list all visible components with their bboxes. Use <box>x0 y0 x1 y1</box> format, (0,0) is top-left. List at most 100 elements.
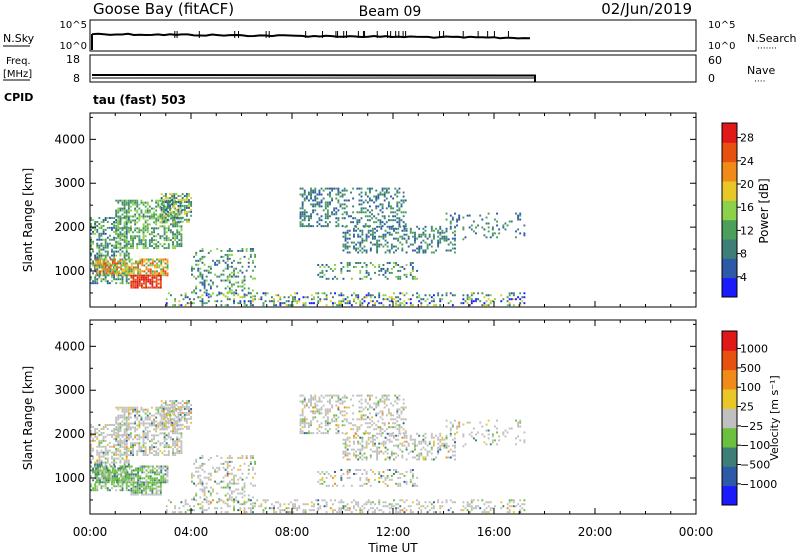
velocity-cell <box>104 461 107 464</box>
power-cell <box>142 213 145 216</box>
power-cell <box>159 221 162 224</box>
power-cell <box>402 211 405 214</box>
velocity-cell <box>153 477 156 480</box>
velocity-cell <box>97 471 100 474</box>
power-cell <box>420 247 423 250</box>
power-cell <box>377 213 380 216</box>
power-cell <box>134 278 137 281</box>
velocity-cell <box>132 489 135 492</box>
velocity-cell <box>416 432 419 435</box>
velocity-cell <box>132 475 135 478</box>
velocity-cell <box>445 442 448 445</box>
power-cell <box>418 247 421 250</box>
power-cell <box>337 219 340 222</box>
power-cell <box>155 276 158 279</box>
power-cell <box>397 300 400 303</box>
velocity-cell <box>324 424 327 427</box>
velocity-cell <box>426 450 429 453</box>
power-cell <box>207 269 210 272</box>
velocity-cell <box>118 467 121 470</box>
velocity-cell <box>252 454 254 457</box>
power-cell <box>144 241 147 244</box>
power-cell <box>205 289 208 292</box>
velocity-cell <box>371 450 374 453</box>
power-cell <box>424 233 427 236</box>
power-cell <box>390 267 393 270</box>
power-cell <box>130 274 133 277</box>
power-cell <box>318 205 321 208</box>
velocity-cell <box>124 473 127 476</box>
power-cell <box>395 296 397 299</box>
velocity-cell <box>125 432 128 435</box>
power-cell <box>138 207 141 210</box>
power-cell <box>462 294 465 297</box>
power-cell <box>405 292 408 295</box>
power-cell <box>117 219 120 222</box>
velocity-cell <box>92 457 94 460</box>
power-cell <box>169 214 172 217</box>
power-cell <box>126 274 129 277</box>
velocity-cell <box>129 416 132 419</box>
velocity-cell <box>224 502 227 505</box>
velocity-cell <box>341 432 344 435</box>
velocity-cell <box>147 481 150 484</box>
velocity-cell <box>103 469 106 472</box>
power-cell <box>125 250 128 253</box>
velocity-cell <box>233 480 235 483</box>
power-cell <box>357 298 360 301</box>
power-cell <box>216 294 219 297</box>
velocity-cell <box>171 406 174 409</box>
velocity-cell <box>176 430 179 433</box>
power-cell <box>324 207 327 210</box>
power-cell <box>369 294 372 297</box>
power-cell <box>136 274 139 277</box>
colorbar-segment <box>722 239 737 259</box>
power-cell <box>381 211 384 214</box>
velocity-cell <box>241 488 244 491</box>
power-cell <box>273 304 275 307</box>
velocity-cell <box>106 449 109 452</box>
velocity-cell <box>373 402 376 405</box>
power-cell <box>139 270 142 273</box>
velocity-cell <box>125 420 128 423</box>
power-cell <box>158 272 161 275</box>
velocity-cell <box>218 500 221 503</box>
velocity-cell <box>120 473 123 476</box>
power-cell <box>230 275 233 278</box>
velocity-cell <box>359 476 362 479</box>
velocity-cell <box>205 486 208 489</box>
power-cell <box>188 195 190 198</box>
power-cell <box>160 258 163 261</box>
power-cell <box>165 231 168 234</box>
power-cell <box>201 277 204 280</box>
velocity-cell <box>144 408 147 411</box>
velocity-cell <box>145 489 148 492</box>
power-cell <box>92 262 94 265</box>
velocity-cell <box>376 458 379 461</box>
power-cell <box>243 293 246 296</box>
velocity-cell <box>399 476 402 479</box>
velocity-cell <box>106 467 109 470</box>
velocity-cell <box>169 413 172 416</box>
velocity-cell <box>303 406 306 409</box>
power-cell <box>176 237 179 240</box>
velocity-cell <box>190 404 193 407</box>
power-cell <box>369 199 371 202</box>
power-cell <box>212 259 214 262</box>
power-cell <box>324 217 327 220</box>
power-cell <box>132 286 135 289</box>
power-cell <box>220 273 223 276</box>
power-cell <box>134 235 137 238</box>
velocity-cell <box>160 409 163 412</box>
power-cell <box>201 247 204 250</box>
power-cell <box>393 229 395 232</box>
power-cell <box>418 296 421 299</box>
velocity-cell <box>237 488 240 491</box>
velocity-cell <box>399 432 402 435</box>
power-cell <box>301 201 304 204</box>
power-cell <box>489 236 492 239</box>
velocity-cell <box>99 469 102 472</box>
velocity-cell <box>218 468 221 471</box>
power-cell <box>352 187 355 190</box>
